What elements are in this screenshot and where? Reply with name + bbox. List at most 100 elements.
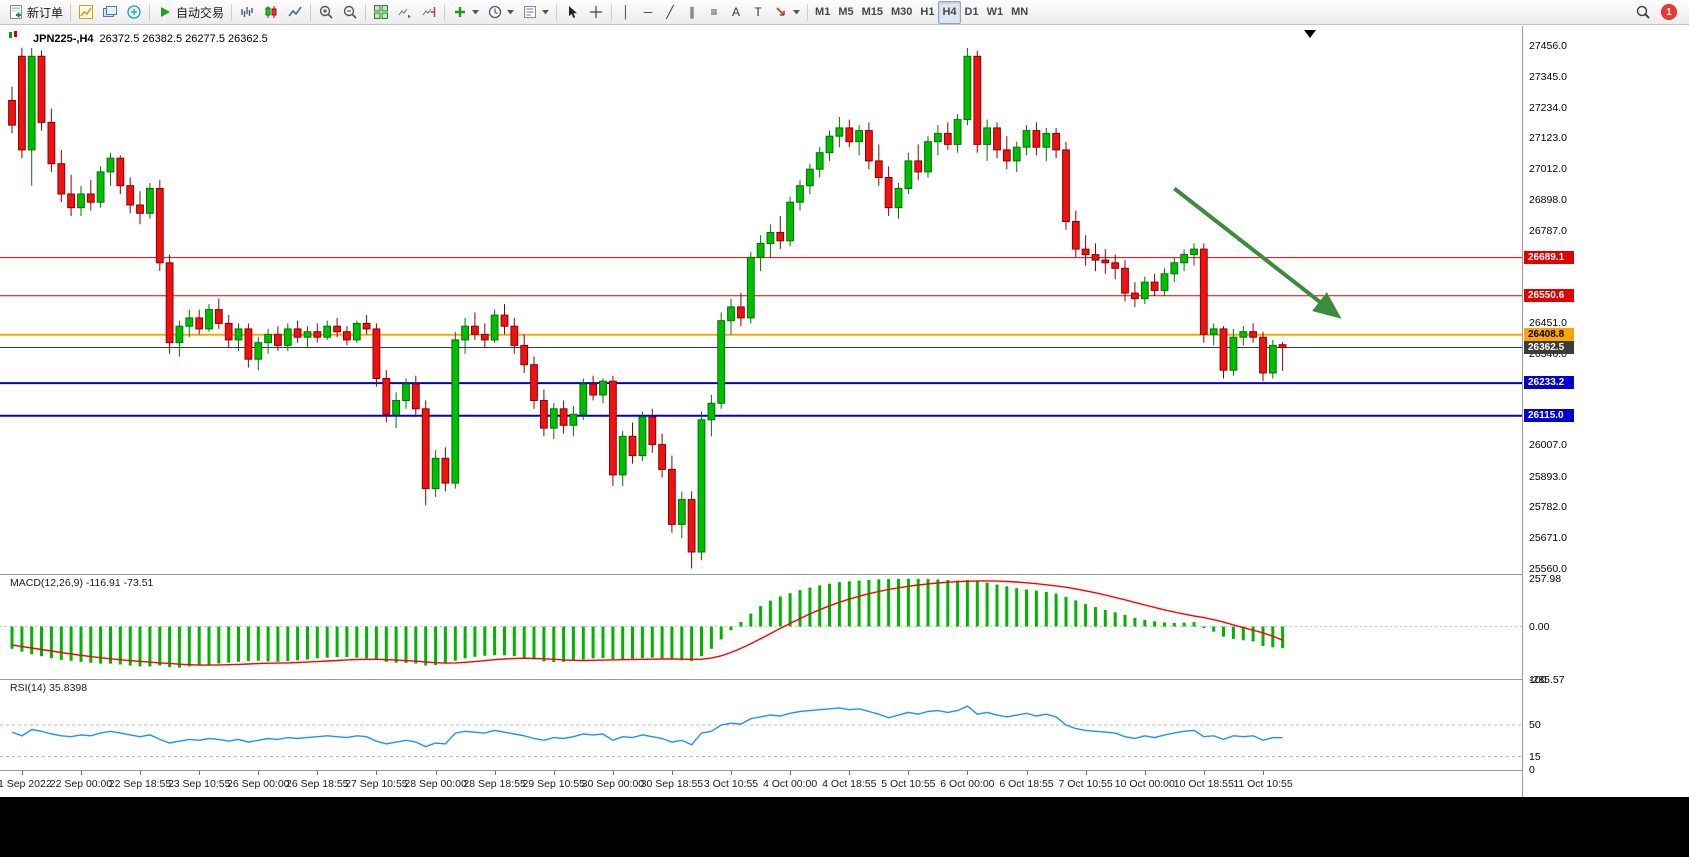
templates-button[interactable] [518,1,553,24]
time-axis-label: 28 Sep 18:55 [463,778,526,790]
candle [717,320,726,404]
label-button[interactable]: T [747,1,769,24]
timeframe-mn-button[interactable]: MN [1011,6,1029,18]
pane-separator[interactable] [0,574,1689,575]
candle [943,132,952,145]
chart-shift-marker[interactable] [1304,30,1316,38]
zoom-in-icon [318,4,334,20]
time-axis-tick [1263,771,1264,775]
time-axis-label: 22 Sep 18:55 [108,778,172,790]
time-axis-label: 30 Sep 18:55 [640,778,704,790]
rsi-pane[interactable]: RSI(14) 35.8398 [0,680,1522,770]
clock-icon [487,4,503,20]
timeframe-w1-button[interactable]: W1 [986,6,1004,18]
time-axis-label: 6 Oct 00:00 [940,778,995,790]
macd-pane[interactable]: MACD(12,26,9) -116.91 -73.51 [0,575,1522,679]
pane-separator[interactable] [0,679,1689,680]
time-axis-tick [1026,771,1028,775]
text-button[interactable]: A [725,1,747,24]
candle [136,204,144,214]
candle [323,325,332,338]
notifications-badge[interactable]: 1 [1661,4,1677,20]
profiles-button[interactable] [98,1,122,24]
pane-separator[interactable] [0,770,1689,771]
new-order-button[interactable]: 新订单 [4,1,67,24]
new-chart-button[interactable] [74,1,98,24]
auto-scroll-button[interactable] [393,1,417,24]
timeframe-h4-button[interactable]: H4 [938,0,961,24]
periods-button[interactable] [483,1,518,24]
time-axis-tick [258,771,260,775]
timeframe-d1-button[interactable]: D1 [964,6,979,18]
candle [865,130,873,162]
candle [205,309,213,330]
time-axis-tick [849,771,851,775]
horizontal-line-button[interactable]: ─ [637,1,659,24]
candle [27,55,36,151]
arrows-button[interactable] [769,1,804,24]
price-axis-tick: 27345.0 [1529,70,1567,83]
candle [766,232,775,244]
candle [283,328,292,346]
zoom-out-button[interactable] [338,1,362,24]
timeframe-m1-button[interactable]: M1 [815,6,831,18]
autotrading-icon [157,4,173,20]
data-window-button[interactable] [122,1,146,24]
time-axis-label: 4 Oct 18:55 [822,778,877,790]
cursor-button[interactable] [560,1,584,24]
time-axis-label: 6 Oct 18:55 [999,778,1054,790]
chart-line-icon [287,4,303,20]
fibonacci-button[interactable]: ≡ [703,1,725,24]
candlestick-chart-button[interactable] [259,1,283,24]
candle [579,383,588,415]
crosshair-button[interactable] [584,1,608,24]
trendline-button[interactable]: ╱ [659,1,681,24]
search-button[interactable] [1631,1,1655,24]
line-chart-button[interactable] [283,1,307,24]
equidistant-channel-button[interactable]: ∥ [681,1,703,24]
chart-bars-icon [239,4,255,20]
macd-chart[interactable] [0,575,1522,679]
bar-chart-button[interactable] [235,1,259,24]
autotrading-button[interactable]: 自动交易 [153,1,228,24]
toolbar-separator [149,3,151,21]
chart-shift-icon [421,4,437,20]
candle [648,416,657,446]
candle [796,185,804,203]
timeframe-m5-button[interactable]: M5 [838,6,854,18]
timeframe-m30-button[interactable]: M30 [891,6,913,18]
zoom-in-button[interactable] [314,1,338,24]
time-axis-tick [81,771,82,775]
candle [18,55,26,151]
indicators-button[interactable] [448,1,483,24]
time-axis-label: 26 Sep 18:55 [286,778,349,790]
timeframe-h1-button[interactable]: H1 [920,6,935,18]
candle [589,383,598,396]
candle [874,160,883,178]
chart-shift-button[interactable] [417,1,441,24]
main-chart-pane[interactable]: JPN225-,H4 26372.5 26382.5 26277.5 26362… [0,26,1522,574]
price-chart[interactable] [0,26,1522,574]
time-axis-tick [494,771,496,775]
toolbar-separator [310,3,312,21]
candle [382,378,391,415]
candle [904,160,913,189]
fibonacci-icon: ≡ [710,5,718,19]
tile-windows-button[interactable] [369,1,393,24]
arrows-icon [773,4,789,20]
candle [155,188,164,264]
rsi-chart[interactable] [0,680,1522,770]
time-axis-tick [967,771,969,775]
candle [855,130,864,143]
trend-arrow-annotation[interactable] [1173,186,1342,319]
time-axis-tick [908,771,910,775]
price-axis[interactable]: 27456.0 27345.0 27234.0 27123.0 27012.0 26898… [1522,26,1689,797]
timeframe-m15-button[interactable]: M15 [861,6,883,18]
vertical-line-button[interactable]: │ [615,1,637,24]
candle [421,408,430,490]
text-icon: A [732,5,741,19]
chart-window: JPN225-,H4 26372.5 26382.5 26277.5 26362… [0,26,1689,797]
candle [293,328,302,338]
price-axis-tick: 27234.0 [1529,101,1567,114]
